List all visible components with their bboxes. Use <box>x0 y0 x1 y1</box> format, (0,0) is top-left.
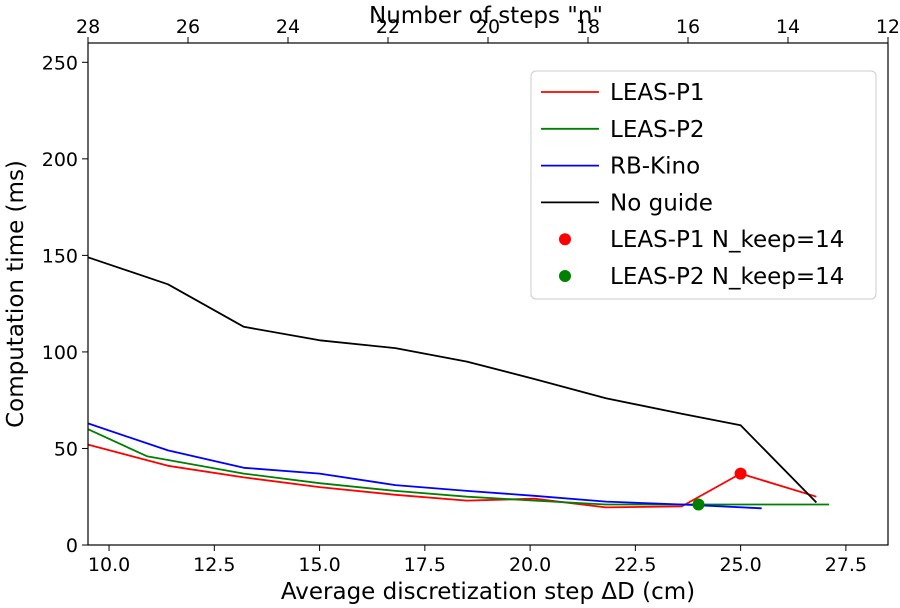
legend-label: LEAS-P2 <box>610 117 704 143</box>
top-x-tick-label: 12 <box>876 16 900 38</box>
legend-label: No guide <box>610 190 713 216</box>
top-x-tick-label: 18 <box>576 16 600 38</box>
top-x-tick-label: 28 <box>76 16 100 38</box>
legend-box <box>530 70 877 300</box>
legend-label: LEAS-P1 N_keep=14 <box>610 227 844 253</box>
x-tick-label: 12.5 <box>193 554 235 576</box>
legend-dot-swatch <box>559 233 571 246</box>
x-tick-label: 20.0 <box>509 554 551 576</box>
legend: LEAS-P1 LEAS-P2 RB-Kino No guide LEAS-P1 N_k… <box>530 70 877 300</box>
y-tick-label: 150 <box>42 245 78 267</box>
top-x-axis-label: Number of steps "n" <box>369 3 603 29</box>
bottom-x-axis: 10.0 12.5 15.0 17.5 20.0 22.5 25.0 27.5 <box>88 545 867 576</box>
series-line-3 <box>87 256 818 504</box>
legend-label: RB-Kino <box>610 154 700 180</box>
y-tick-label: 250 <box>42 52 78 74</box>
highlight-point-0 <box>734 467 747 480</box>
series-layer <box>87 256 830 510</box>
legend-label: LEAS-P2 N_keep=14 <box>610 264 844 290</box>
series-line-2 <box>87 422 762 510</box>
highlight-point-1 <box>692 498 705 511</box>
series-line-0 <box>87 443 817 509</box>
top-x-tick-label: 24 <box>276 16 300 38</box>
x-tick-label: 17.5 <box>404 554 446 576</box>
x-tick-label: 22.5 <box>614 554 656 576</box>
top-x-tick-label: 22 <box>376 16 400 38</box>
y-tick-label: 50 <box>54 438 78 460</box>
y-axis: 0 50 100 150 200 250 <box>42 52 88 557</box>
top-x-tick-label: 26 <box>176 16 200 38</box>
y-tick-label: 100 <box>42 342 78 364</box>
y-tick-label: 0 <box>66 535 78 557</box>
y-axis-label: Computation time (ms) <box>3 160 29 428</box>
legend-label: LEAS-P1 <box>610 80 704 106</box>
y-tick-label: 200 <box>42 149 78 171</box>
top-x-axis: 28 26 24 22 20 18 16 14 12 <box>76 16 900 43</box>
legend-dot-swatch <box>559 270 571 282</box>
top-x-tick-label: 14 <box>776 16 800 38</box>
top-x-tick-label: 16 <box>676 16 700 38</box>
x-tick-label: 15.0 <box>298 554 340 576</box>
x-tick-label: 27.5 <box>825 554 867 576</box>
x-tick-label: 25.0 <box>719 554 761 576</box>
x-tick-label: 10.0 <box>88 554 130 576</box>
points-layer <box>692 467 747 511</box>
x-axis-label: Average discretization step ΔD (cm) <box>281 579 695 605</box>
top-x-tick-label: 20 <box>476 16 500 38</box>
